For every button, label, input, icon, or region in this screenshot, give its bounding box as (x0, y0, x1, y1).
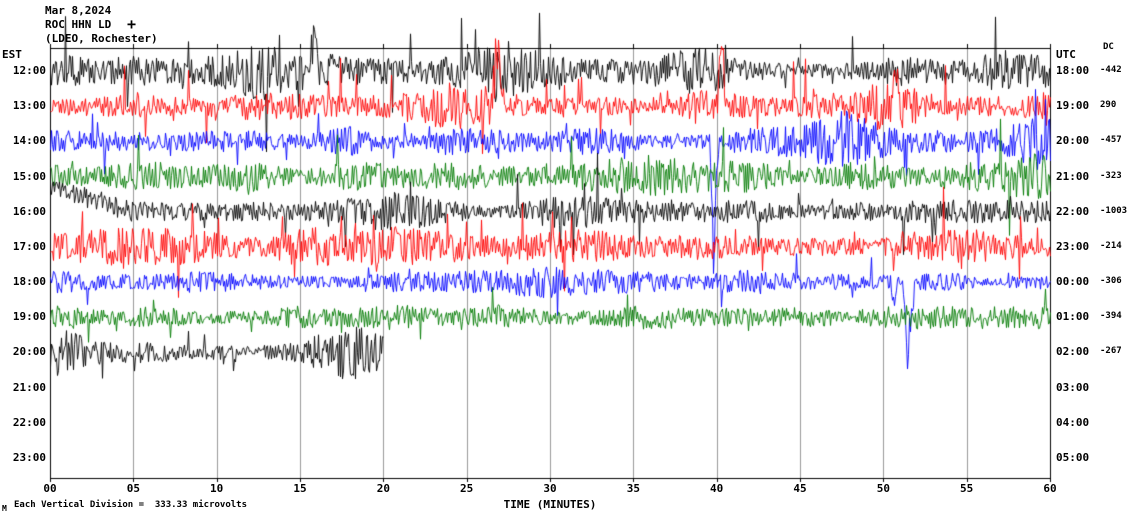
est-label: 12:00 (12, 64, 46, 77)
est-label: 22:00 (12, 416, 46, 429)
x-tick-label: 15 (293, 482, 307, 495)
utc-label: 21:00 (1056, 170, 1090, 183)
logo-mark: M (2, 504, 7, 513)
est-label: 16:00 (12, 205, 46, 218)
x-tick-label: 60 (1043, 482, 1057, 495)
dc-value: -1003 (1100, 206, 1128, 216)
utc-label: 03:00 (1056, 381, 1090, 394)
est-label: 15:00 (12, 170, 46, 183)
dc-value: -214 (1100, 241, 1122, 251)
utc-label: 00:00 (1056, 275, 1090, 288)
utc-label: 20:00 (1056, 134, 1090, 147)
utc-label: 01:00 (1056, 310, 1090, 323)
x-tick-label: 10 (210, 482, 224, 495)
est-label: 14:00 (12, 134, 46, 147)
x-tick-label: 05 (126, 482, 140, 495)
scale-footnote: Each Vertical Division = 333.33 microvol… (14, 500, 247, 510)
crosshair-marker-icon: + (127, 15, 137, 33)
dc-value: -457 (1100, 135, 1122, 145)
utc-label: 04:00 (1056, 416, 1090, 429)
dc-value: -394 (1100, 311, 1122, 321)
x-tick-label: 25 (460, 482, 474, 495)
dc-value: -323 (1100, 171, 1122, 181)
est-label: 17:00 (12, 240, 46, 253)
x-tick-label: 40 (710, 482, 724, 495)
utc-label: 18:00 (1056, 64, 1090, 77)
est-label: 19:00 (12, 310, 46, 323)
dc-value: -306 (1100, 276, 1122, 286)
est-label: 18:00 (12, 275, 46, 288)
est-label: 23:00 (12, 451, 46, 464)
est-label: 20:00 (12, 345, 46, 358)
date-label: Mar 8,2024 (45, 4, 112, 17)
x-tick-label: 20 (376, 482, 390, 495)
est-label: 13:00 (12, 99, 46, 112)
station-label: ROC HHN LD (45, 18, 112, 31)
x-tick-label: 45 (793, 482, 807, 495)
utc-label: 19:00 (1056, 99, 1090, 112)
network-label: (LDEO, Rochester) (45, 32, 158, 45)
dc-value: 290 (1100, 100, 1117, 110)
utc-label: 22:00 (1056, 205, 1090, 218)
est-header: EST (2, 48, 22, 61)
x-tick-label: 30 (543, 482, 557, 495)
utc-label: 23:00 (1056, 240, 1090, 253)
utc-label: 02:00 (1056, 345, 1090, 358)
x-tick-label: 35 (626, 482, 640, 495)
x-tick-label: 00 (43, 482, 57, 495)
utc-label: 05:00 (1056, 451, 1090, 464)
dc-value: -267 (1100, 346, 1122, 356)
utc-header: UTC (1056, 48, 1076, 61)
est-label: 21:00 (12, 381, 46, 394)
dc-value: -442 (1100, 65, 1122, 75)
x-tick-label: 50 (876, 482, 890, 495)
x-axis-title: TIME (MINUTES) (503, 498, 597, 511)
x-tick-label: 55 (960, 482, 974, 495)
dc-header: DC (1103, 42, 1114, 52)
